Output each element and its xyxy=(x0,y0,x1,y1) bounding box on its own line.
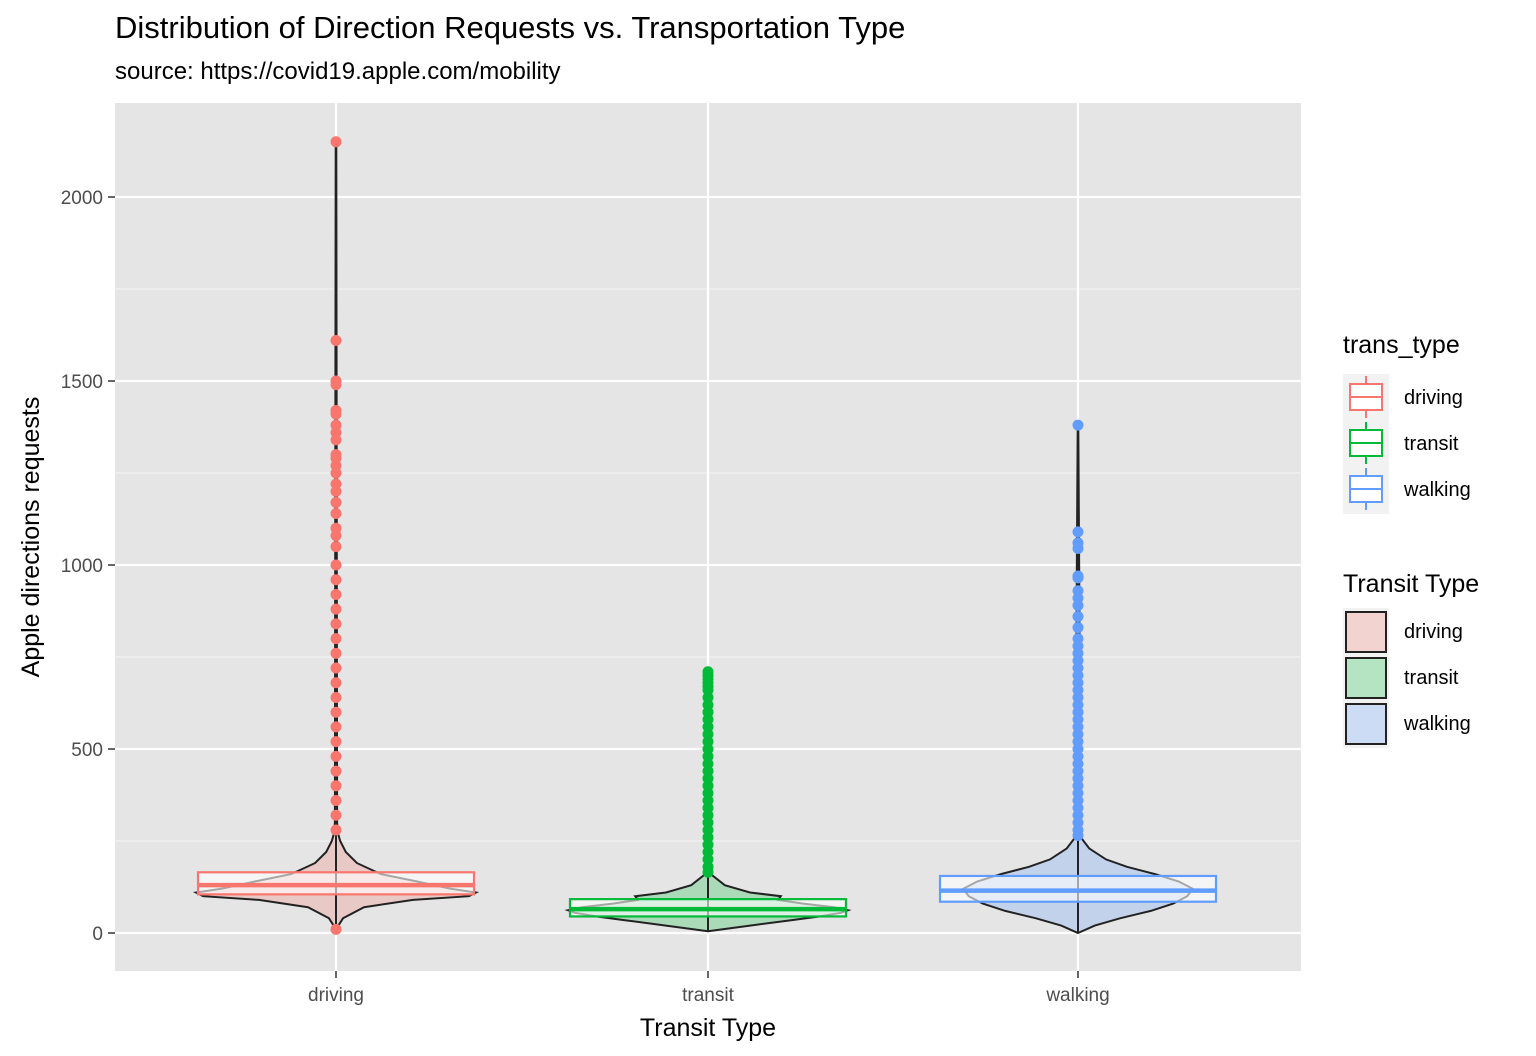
outlier-point xyxy=(330,496,342,508)
outlier-point xyxy=(1072,542,1084,554)
outlier-point xyxy=(330,574,342,586)
outlier-layer xyxy=(330,136,1084,935)
outlier-point xyxy=(1072,611,1084,623)
x-tick-label: walking xyxy=(1045,985,1109,1006)
legend-label: transit xyxy=(1404,667,1459,689)
outlier-point xyxy=(330,647,342,659)
outlier-point xyxy=(330,485,342,497)
y-tick-label: 2000 xyxy=(61,188,103,209)
outlier-point xyxy=(330,795,342,807)
outlier-point xyxy=(330,824,342,836)
outlier-point xyxy=(1072,419,1084,431)
legend-label: transit xyxy=(1404,433,1459,455)
y-tick-label: 500 xyxy=(71,740,103,761)
y-tick-label: 0 xyxy=(92,924,103,945)
outlier-point xyxy=(330,136,342,148)
x-tick-label: driving xyxy=(308,985,364,1006)
outlier-point xyxy=(330,721,342,733)
legend-label: walking xyxy=(1403,713,1471,735)
legend-label: walking xyxy=(1403,479,1471,501)
outlier-point xyxy=(330,335,342,347)
legend-key-fill xyxy=(1345,657,1387,699)
outlier-point xyxy=(1072,572,1084,584)
legend-title: Transit Type xyxy=(1343,570,1479,598)
outlier-point xyxy=(330,736,342,748)
outlier-point xyxy=(330,618,342,630)
outlier-point xyxy=(330,507,342,519)
outlier-point xyxy=(330,379,342,391)
x-axis: driving transit walking xyxy=(308,971,1110,1006)
outlier-point xyxy=(330,765,342,777)
outlier-point xyxy=(330,530,342,542)
outlier-point xyxy=(1072,526,1084,538)
outlier-point xyxy=(330,923,342,935)
legend-label: driving xyxy=(1404,621,1463,643)
outlier-point xyxy=(330,780,342,792)
x-tick-label: transit xyxy=(682,985,734,1006)
outlier-point xyxy=(330,677,342,689)
outlier-point xyxy=(330,603,342,615)
outlier-point xyxy=(330,633,342,645)
legend-label: driving xyxy=(1404,387,1463,409)
y-axis: 0 500 1000 1500 2000 xyxy=(61,188,115,945)
box-layer xyxy=(196,871,1218,918)
chart-title: Distribution of Direction Requests vs. T… xyxy=(115,10,906,45)
outlier-point xyxy=(330,691,342,703)
outlier-point xyxy=(330,434,342,446)
legend-key-bg xyxy=(1343,608,1389,748)
outlier-point xyxy=(330,408,342,420)
chart-subtitle: source: https://covid19.apple.com/mobili… xyxy=(115,58,561,85)
legend-key-fill xyxy=(1345,611,1387,653)
outlier-point xyxy=(1072,829,1084,841)
y-tick-label: 1000 xyxy=(61,556,103,577)
outlier-point xyxy=(330,541,342,553)
outlier-point xyxy=(1072,599,1084,611)
outlier-point xyxy=(330,662,342,674)
outlier-point xyxy=(330,706,342,718)
outlier-point xyxy=(330,750,342,762)
legend-title: trans_type xyxy=(1343,331,1460,359)
legend-key-fill xyxy=(1345,703,1387,745)
x-axis-title: Transit Type xyxy=(640,1014,776,1042)
outlier-point xyxy=(330,809,342,821)
y-axis-title: Apple directions requests xyxy=(17,397,45,678)
y-tick-label: 1500 xyxy=(61,372,103,393)
outlier-point xyxy=(330,559,342,571)
outlier-point xyxy=(702,866,714,878)
outlier-point xyxy=(1072,622,1084,634)
outlier-point xyxy=(330,467,342,479)
outlier-point xyxy=(330,588,342,600)
